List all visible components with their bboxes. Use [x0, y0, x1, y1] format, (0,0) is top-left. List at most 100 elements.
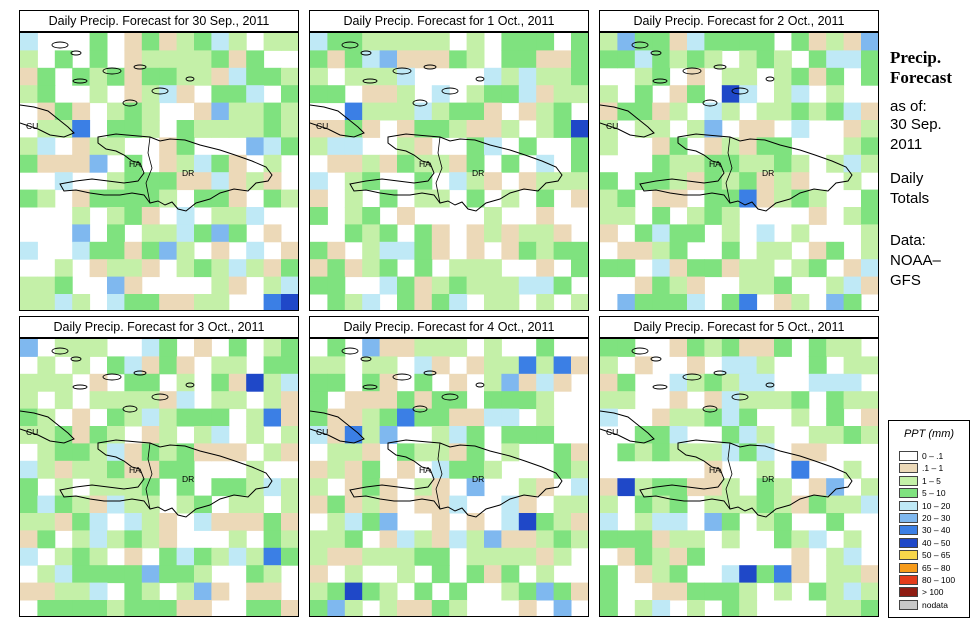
legend-label: 20 – 30 — [922, 513, 951, 523]
precip-cell — [107, 408, 125, 427]
precip-cell — [518, 478, 537, 497]
precip-cell — [501, 67, 520, 86]
precip-cell — [739, 600, 758, 616]
precip-cell — [211, 408, 230, 427]
precip-cell — [518, 276, 537, 295]
precip-cell — [704, 373, 723, 392]
precip-cell — [159, 241, 178, 260]
precip-cell — [141, 259, 160, 278]
precip-cell — [600, 530, 618, 549]
precip-cell — [211, 207, 230, 225]
precip-cell — [107, 600, 125, 616]
precip-cell — [37, 189, 56, 208]
precip-cell — [72, 408, 91, 427]
precip-cell — [518, 373, 537, 392]
precip-cell — [617, 339, 636, 357]
precip-cell — [843, 547, 862, 566]
precip-cell — [634, 565, 653, 584]
precip-cell — [553, 582, 572, 601]
precip-cell — [141, 478, 160, 497]
precip-cell — [281, 120, 298, 138]
precip-cell — [397, 207, 415, 225]
precip-cell — [704, 259, 723, 278]
precip-cell — [20, 189, 38, 208]
legend-label: 30 – 40 — [922, 525, 951, 536]
precip-cell — [484, 356, 502, 375]
precip-cell — [861, 495, 878, 514]
legend-item: 50 – 65 — [899, 550, 967, 561]
precip-cell — [263, 547, 282, 566]
legend-swatch — [899, 488, 918, 499]
precip-cell — [687, 50, 705, 69]
country-label-cu: CU — [26, 121, 38, 131]
precip-cell — [124, 565, 143, 584]
precip-cell — [414, 408, 433, 427]
precip-cell — [107, 276, 125, 295]
precip-cell — [141, 85, 160, 104]
precip-cell — [756, 356, 775, 375]
precip-cell — [791, 120, 810, 138]
precip-cell — [37, 276, 56, 295]
precip-cell — [687, 600, 705, 616]
precip-cell — [861, 154, 878, 173]
precip-cell — [124, 85, 143, 104]
precip-cell — [466, 241, 485, 260]
precip-cell — [414, 276, 433, 295]
precip-cell — [756, 478, 775, 497]
precip-grid: CU HA DR — [20, 33, 298, 310]
precip-cell — [228, 478, 247, 497]
precip-cell — [72, 294, 91, 310]
precip-cell — [808, 67, 827, 86]
precip-cell — [808, 339, 827, 357]
precip-cell — [774, 137, 792, 156]
precip-cell — [826, 547, 845, 566]
precip-cell — [89, 50, 108, 69]
precip-cell — [791, 391, 810, 410]
precip-cell — [704, 172, 723, 191]
precip-cell — [634, 478, 653, 497]
legend-swatch — [899, 525, 918, 536]
precip-cell — [634, 224, 653, 243]
precip-cell — [176, 50, 195, 69]
precip-cell — [379, 241, 398, 260]
precip-cell — [176, 460, 195, 479]
precip-cell — [536, 189, 555, 208]
precip-cell — [141, 207, 160, 225]
precip-cell — [414, 189, 433, 208]
precip-cell — [281, 600, 298, 616]
precip-cell — [159, 50, 178, 69]
precip-cell — [176, 356, 195, 375]
legend-item: .1 – 1 — [899, 463, 967, 474]
precip-cell — [739, 426, 758, 444]
precip-cell — [826, 294, 845, 310]
precip-cell — [826, 50, 845, 69]
precip-cell — [704, 478, 723, 497]
precip-cell — [721, 408, 740, 427]
precip-cell — [843, 373, 862, 392]
precip-cell — [600, 513, 618, 531]
precip-cell — [466, 276, 485, 295]
precip-cell — [362, 207, 381, 225]
precip-cell — [687, 443, 705, 462]
precip-cell — [263, 224, 282, 243]
precip-cell — [281, 513, 298, 531]
precip-cell — [704, 339, 723, 357]
precip-cell — [791, 189, 810, 208]
precip-cell — [124, 276, 143, 295]
precip-cell — [246, 67, 265, 86]
precip-cell — [107, 530, 125, 549]
legend-item: 0 – .1 — [899, 451, 967, 462]
precip-cell — [791, 547, 810, 566]
legend-item: 80 – 100 — [899, 575, 967, 586]
precip-cell — [652, 426, 671, 444]
precip-cell — [107, 120, 125, 138]
precip-cell — [431, 189, 450, 208]
precip-cell — [141, 600, 160, 616]
legend-swatch — [899, 562, 918, 573]
precip-cell — [449, 426, 468, 444]
precip-cell — [536, 426, 555, 444]
precip-cell — [89, 33, 108, 51]
precip-cell — [774, 172, 792, 191]
precip-cell — [861, 582, 878, 601]
precip-cell — [263, 137, 282, 156]
